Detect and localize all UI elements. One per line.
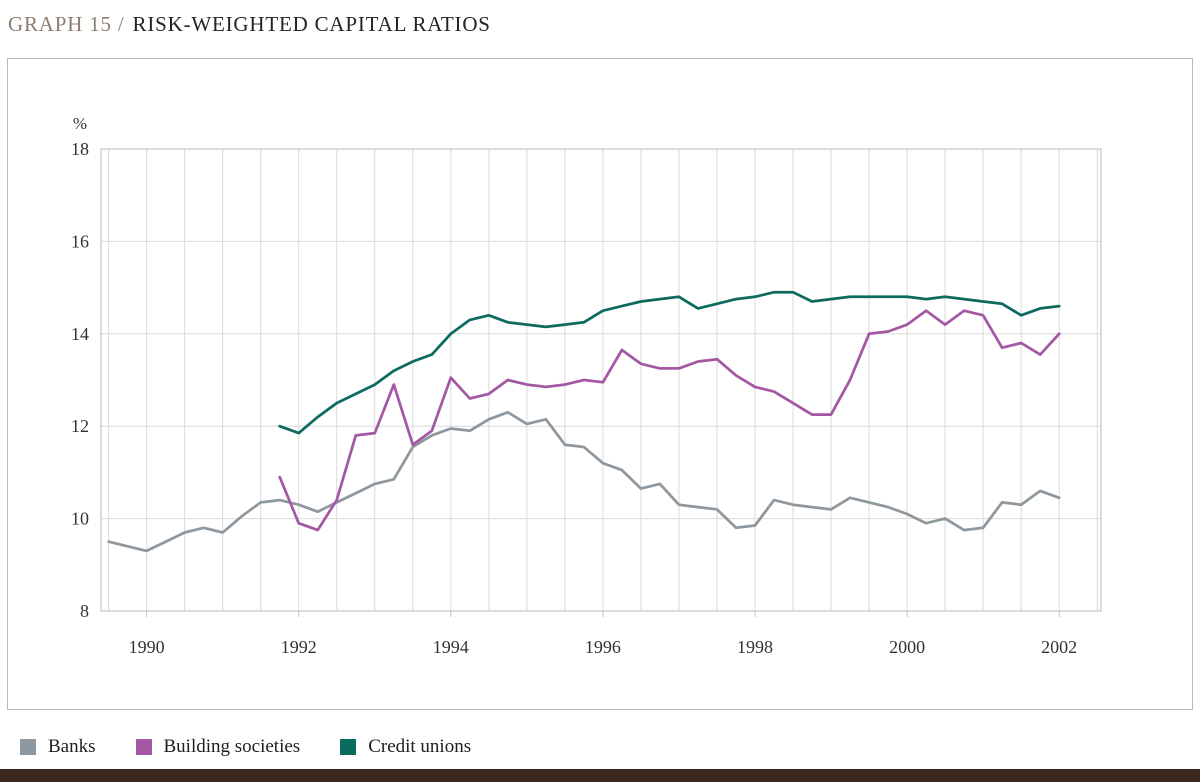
legend-label-building-societies: Building societies bbox=[163, 736, 301, 757]
legend-item-building-societies: Building societies bbox=[135, 736, 301, 758]
legend-item-banks: Banks bbox=[20, 736, 96, 758]
svg-text:%: % bbox=[73, 114, 87, 133]
svg-text:1998: 1998 bbox=[737, 637, 773, 657]
building-societies-swatch-icon bbox=[135, 739, 152, 755]
svg-text:2002: 2002 bbox=[1041, 637, 1077, 657]
banks-swatch-icon bbox=[20, 739, 36, 755]
svg-text:12: 12 bbox=[71, 416, 89, 436]
credit-unions-swatch-icon bbox=[340, 739, 357, 755]
legend-item-credit-unions: Credit unions bbox=[340, 736, 471, 758]
chart-legend: Banks Building societies Credit unions bbox=[20, 736, 471, 758]
svg-text:1996: 1996 bbox=[585, 637, 621, 657]
page-title: GRAPH 15 / RISK-WEIGHTED CAPITAL RATIOS bbox=[0, 0, 1200, 37]
svg-text:2000: 2000 bbox=[889, 637, 925, 657]
svg-text:18: 18 bbox=[71, 139, 89, 159]
svg-text:14: 14 bbox=[71, 324, 89, 344]
svg-text:16: 16 bbox=[71, 231, 89, 251]
graph-title-label: RISK-WEIGHTED CAPITAL RATIOS bbox=[132, 12, 491, 36]
graph-number-label: GRAPH 15 / bbox=[8, 12, 125, 36]
svg-text:8: 8 bbox=[80, 601, 89, 621]
svg-text:1992: 1992 bbox=[281, 637, 317, 657]
line-chart: 1990 1992 1994 1996 1998 2000 2002 8 10 12 14 16 18% bbox=[71, 114, 1102, 657]
svg-text:1990: 1990 bbox=[129, 637, 165, 657]
svg-text:1994: 1994 bbox=[433, 637, 469, 657]
svg-text:10: 10 bbox=[71, 509, 89, 529]
legend-label-banks: Banks bbox=[48, 736, 96, 757]
footer-accent-bar bbox=[0, 769, 1200, 782]
legend-label-credit-unions: Credit unions bbox=[368, 736, 472, 757]
chart-frame: 1990 1992 1994 1996 1998 2000 2002 8 10 12 14 16 18% bbox=[7, 58, 1193, 710]
